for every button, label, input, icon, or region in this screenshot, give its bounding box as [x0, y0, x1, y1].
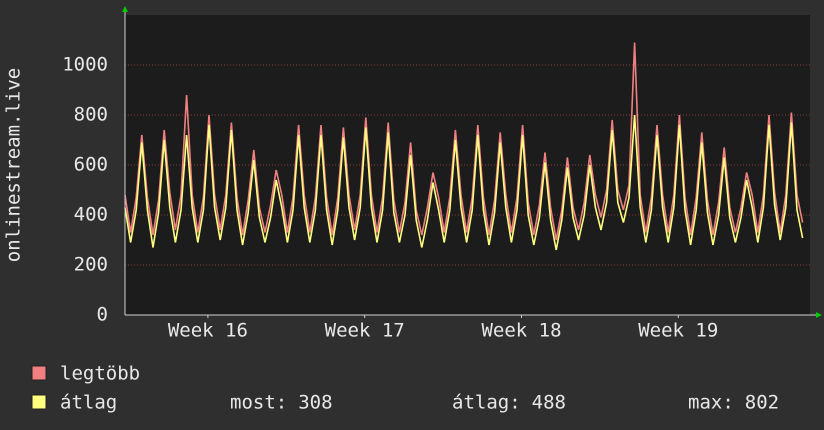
series-line: [124, 114, 804, 251]
stat-label: max:: [688, 392, 734, 414]
stat-label: most:: [230, 392, 287, 414]
legend-label: legtöbb: [60, 363, 140, 385]
y-tick-label: 400: [74, 204, 108, 226]
y-tick-label: 1000: [62, 54, 108, 76]
y-tick-label: 200: [74, 254, 108, 276]
axis-arrow: [816, 312, 822, 318]
stat-value: 488: [532, 392, 566, 414]
legend: legtöbb átlag most: 308 átlag: 488 max: 802: [31, 363, 779, 414]
stat-label: átlag:: [452, 392, 521, 414]
y-tick-label: 600: [74, 154, 108, 176]
y-axis-label: onlinestream.live: [3, 68, 25, 262]
series-line: [124, 42, 804, 241]
axis-arrow: [122, 6, 128, 12]
legend-label: átlag: [60, 392, 117, 414]
x-tick-label: Week 17: [325, 320, 405, 342]
stat-value: 802: [745, 392, 779, 414]
y-tick-label: 800: [74, 104, 108, 126]
legend-swatch: [31, 394, 47, 410]
x-tick-label: Week 19: [638, 320, 718, 342]
stat-value: 308: [298, 392, 332, 414]
lines: [124, 42, 804, 251]
x-tick-label: Week 18: [481, 320, 561, 342]
x-tick-label: Week 16: [168, 320, 248, 342]
y-tick-label: 0: [97, 304, 108, 326]
legend-swatch: [31, 365, 47, 381]
